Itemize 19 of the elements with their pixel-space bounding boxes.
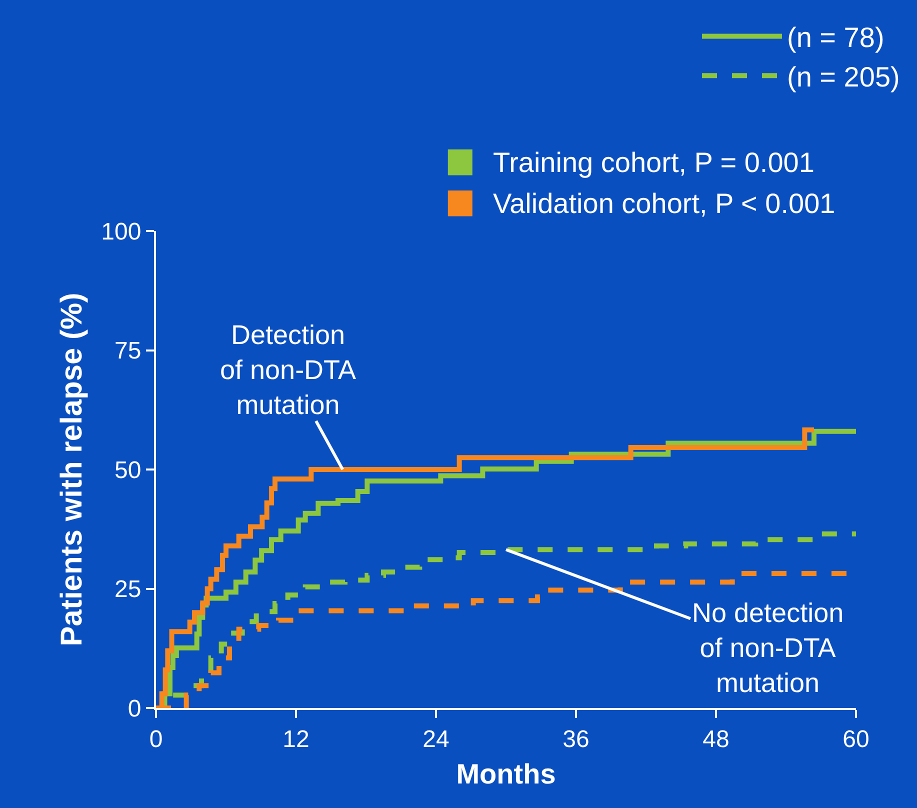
text: Validation cohort, P < 0.001 (493, 188, 836, 219)
x-tick-label: 24 (422, 726, 450, 753)
y-tick-label: 75 (114, 338, 142, 365)
y-tick-label: 50 (114, 456, 142, 484)
legend-label: (n = 205) (787, 62, 900, 93)
y-tick-label: 100 (101, 218, 142, 246)
annotation: Detection of non-DTA mutation (220, 320, 356, 420)
y-axis-title: Patients with relapse (%) (56, 292, 89, 646)
y-tick-label: 0 (128, 695, 142, 722)
x-tick-label: 60 (842, 726, 870, 753)
x-tick-label: 0 (149, 726, 163, 753)
annotation: No detection of non-DTA mutation (692, 598, 844, 698)
legend-label: (n = 78) (787, 22, 884, 54)
x-axis-title: Months (456, 758, 556, 790)
y-tick-label: 25 (114, 576, 142, 604)
text: Training cohort, P = 0.001 (493, 147, 814, 178)
x-tick-label: 36 (562, 726, 590, 753)
x-tick-label: 48 (702, 726, 730, 753)
x-tick-label: 12 (282, 726, 310, 753)
